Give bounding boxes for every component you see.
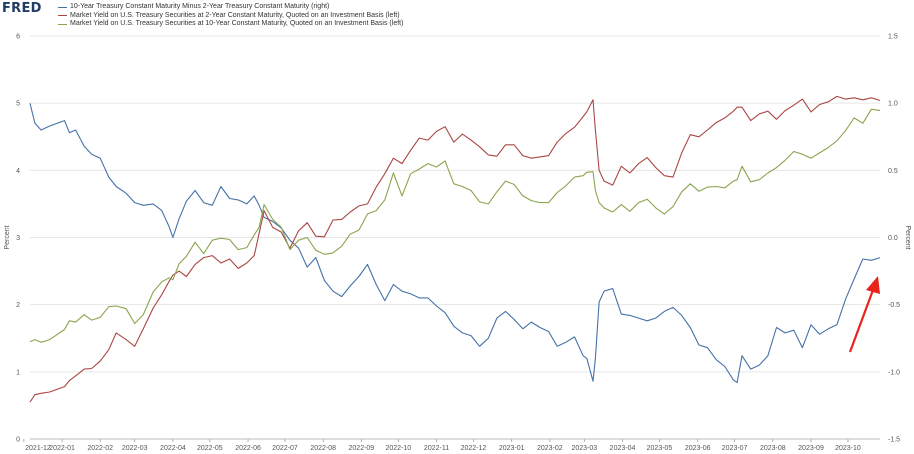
y-tick-label-right: 1.5 (888, 34, 898, 41)
series-lines (29, 95, 881, 403)
series-line-ten-year (29, 108, 881, 343)
x-tick-label: 2023-06 (685, 445, 711, 452)
arrow-shaft (848, 289, 875, 353)
x-tick-label: 2021-12 (25, 445, 51, 452)
x-tick-label: 2023-08 (760, 445, 786, 452)
x-tick-label: 2022-09 (349, 445, 375, 452)
y-tick-label-left: 0 (16, 437, 20, 444)
x-tick-label: 2022-05 (197, 445, 223, 452)
y-tick-label-right: -1.5 (888, 437, 900, 444)
y-tick-label-left: 4 (16, 168, 20, 175)
y-tick-label-right: 1.0 (888, 101, 898, 108)
legend-label-spread: 10-Year Treasury Constant Maturity Minus… (70, 3, 330, 10)
x-tick-label: 2022-06 (235, 445, 261, 452)
x-tick-label: 2022-11 (424, 445, 449, 452)
fred-logo: FRED (2, 1, 42, 16)
legend-item-two-year: Market Yield on U.S. Treasury Securities… (58, 12, 403, 21)
x-tick-label: 2022-08 (310, 445, 336, 452)
y-axis-title-left: Percent (4, 225, 11, 249)
legend-label-two-year: Market Yield on U.S. Treasury Securities… (70, 11, 400, 19)
chart-legend: 10-Year Treasury Constant Maturity Minus… (58, 3, 403, 29)
x-tick-label: 2022-02 (87, 445, 113, 452)
y-tick-label-left: 1 (16, 369, 20, 376)
y-tick-label-right: -0.5 (888, 302, 900, 309)
legend-item-ten-year: Market Yield on U.S. Treasury Securities… (58, 20, 403, 29)
legend-swatch-spread (58, 6, 67, 8)
x-tick-label: 2023-04 (610, 445, 636, 452)
x-tick-label: 2022-04 (160, 445, 186, 452)
x-tick-label: 2023-01 (499, 445, 525, 452)
arrow-head (866, 276, 880, 294)
grid-lines (30, 35, 880, 440)
series-line-spread (29, 103, 881, 384)
y-tick-label-left: 5 (16, 101, 20, 108)
axes: 0123456-1.5-1.0-0.50.00.51.01.52021-1220… (4, 34, 911, 453)
annotation-arrow (848, 276, 880, 353)
y-tick-label-left: 6 (16, 34, 20, 41)
x-tick-label: 2022-07 (272, 445, 298, 452)
x-tick-label: 2022-01 (49, 445, 75, 452)
legend-label-ten-year: Market Yield on U.S. Treasury Securities… (70, 20, 404, 27)
legend-item-spread: 10-Year Treasury Constant Maturity Minus… (58, 3, 403, 12)
x-tick-label: 2023-10 (835, 445, 861, 452)
x-tick-label: 2022-03 (122, 445, 148, 452)
x-tick-label: 2023-02 (537, 445, 563, 452)
y-tick-label-right: 0.5 (888, 168, 898, 175)
x-tick-label: 2023-05 (647, 445, 673, 452)
legend-swatch-two-year (58, 15, 67, 17)
y-axis-title-right: Percent (904, 225, 911, 249)
x-tick-label: 2022-10 (385, 445, 411, 452)
y-tick-label-left: 3 (16, 235, 20, 242)
x-tick-label: 2022-12 (461, 445, 487, 452)
y-tick-label-right: -1.0 (888, 369, 900, 376)
y-tick-label-left: 2 (16, 302, 20, 309)
y-tick-label-right: 0.0 (888, 235, 898, 242)
x-tick-label: 2023-09 (798, 445, 824, 452)
legend-swatch-ten-year (58, 23, 67, 25)
x-tick-label: 2023-03 (571, 445, 597, 452)
series-line-two-year (29, 95, 881, 403)
x-tick-label: 2023-07 (722, 445, 748, 452)
